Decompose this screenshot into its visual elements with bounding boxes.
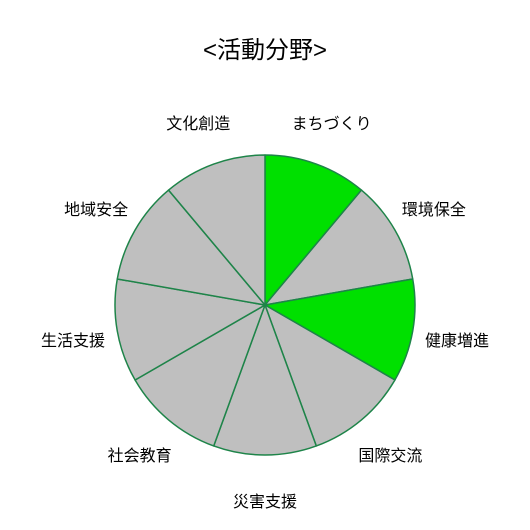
- slice-label: 社会教育: [108, 442, 172, 466]
- pie-chart: [0, 0, 530, 530]
- slice-label: 生活支援: [41, 327, 105, 351]
- slice-label: 健康増進: [425, 327, 489, 351]
- slice-label: まちづくり: [292, 110, 372, 134]
- slice-label: 文化創造: [166, 110, 230, 134]
- slice-label: 地域安全: [64, 196, 128, 220]
- slice-label: 国際交流: [358, 442, 422, 466]
- slice-label: 災害支援: [233, 488, 297, 512]
- slice-label: 環境保全: [402, 196, 466, 220]
